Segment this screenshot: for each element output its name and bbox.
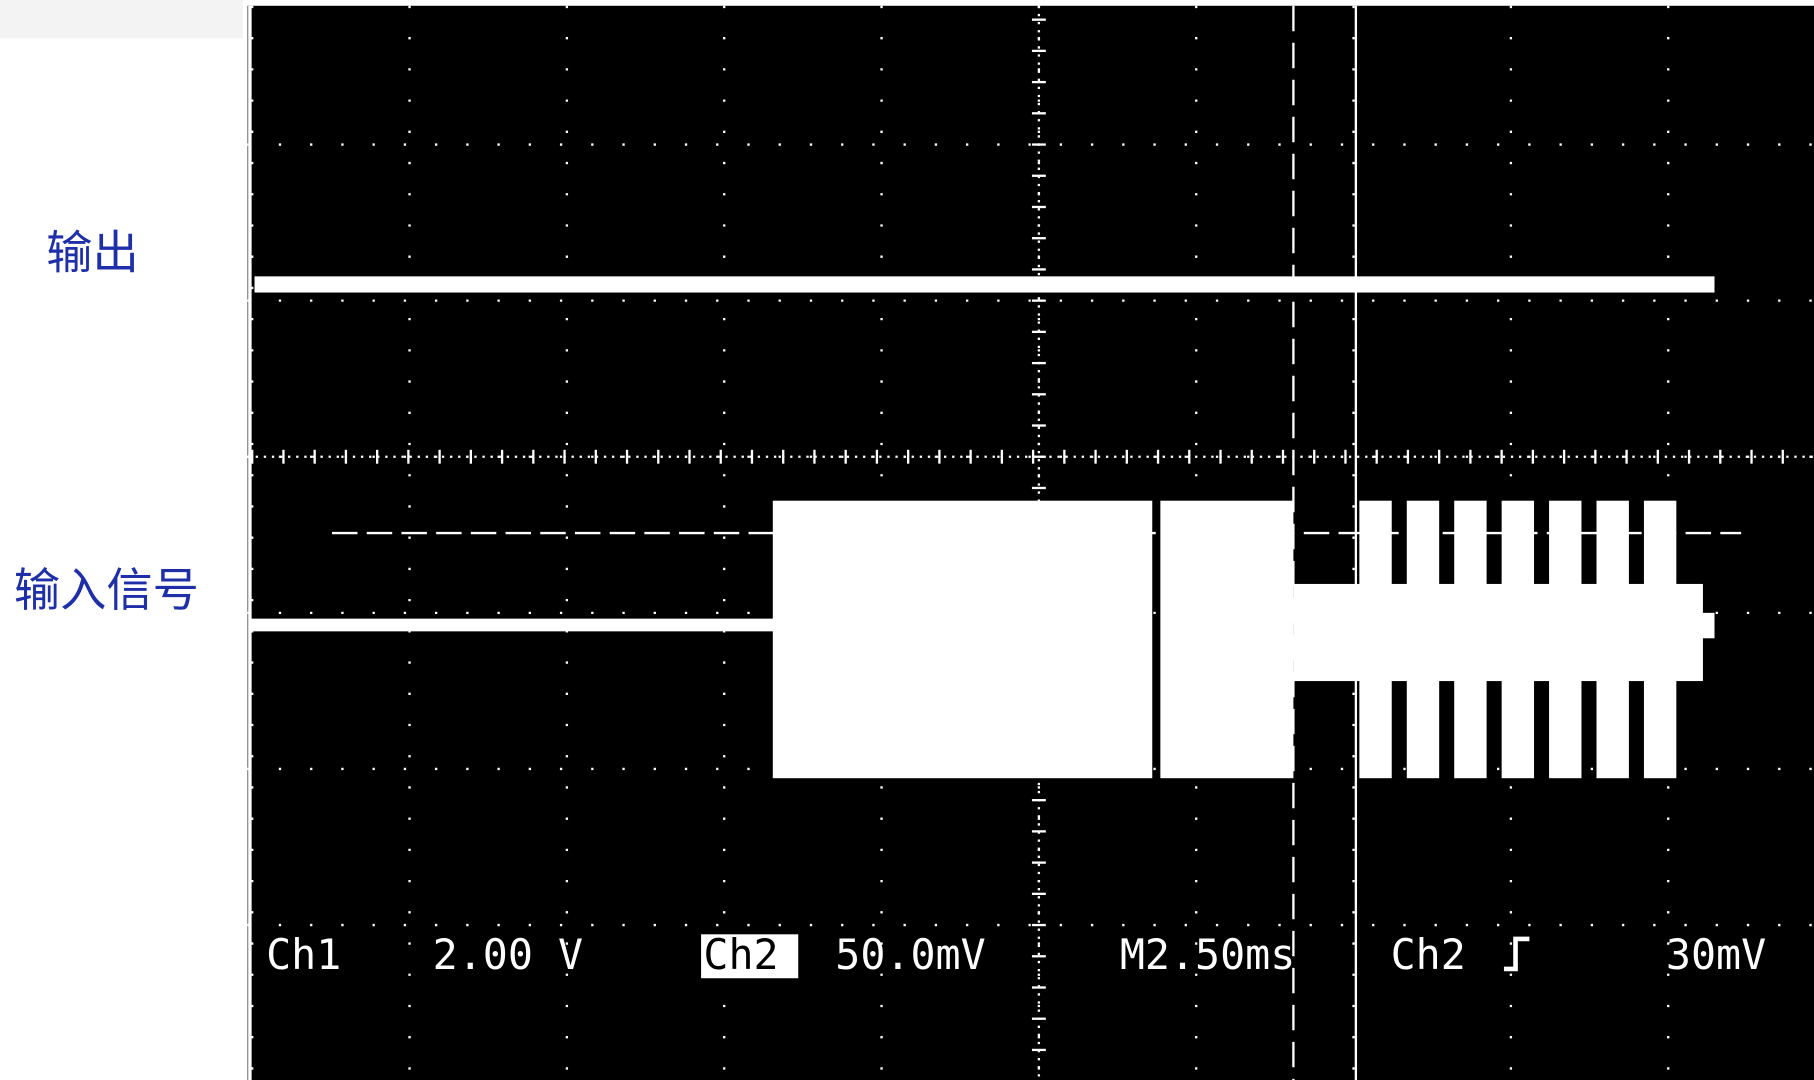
timebase: M2.50ms <box>1120 930 1295 979</box>
input-pulse <box>1407 501 1439 779</box>
output-trace <box>255 276 1715 292</box>
ch1-scale: 2.00 V <box>433 930 583 979</box>
input-pulse <box>1359 501 1391 779</box>
trigger-level: 30mV <box>1666 930 1766 979</box>
ch2-scale: 50.0mV <box>835 930 985 979</box>
input-pulse <box>1454 501 1486 779</box>
corner-band <box>0 0 243 38</box>
input-pulse <box>1549 501 1581 779</box>
input-pulse <box>1502 501 1534 779</box>
ch2-label: Ch2 <box>703 930 778 979</box>
input-label: 输入信号 <box>14 563 199 617</box>
ch1-label: Ch1 <box>266 930 341 979</box>
trigger-source: Ch2 <box>1391 930 1466 979</box>
input-pulse <box>1597 501 1629 779</box>
page: 输出 输入信号 Ch1 2.00 V Ch2 50.0mV M2.50ms Ch… <box>0 0 1814 1080</box>
output-label: 输出 <box>46 225 139 279</box>
slide: 输出 输入信号 Ch1 2.00 V Ch2 50.0mV M2.50ms Ch… <box>0 0 1814 1080</box>
input-pulse <box>1644 501 1676 779</box>
